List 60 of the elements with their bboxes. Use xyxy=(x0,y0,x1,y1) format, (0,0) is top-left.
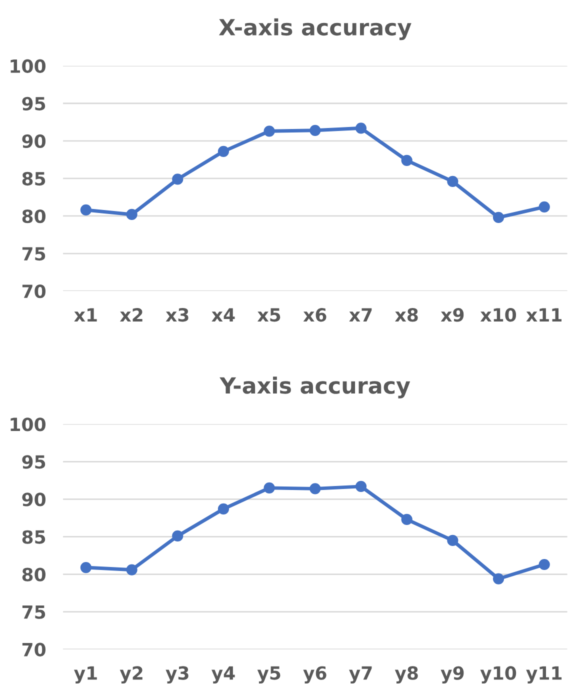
point xyxy=(218,503,230,515)
x-tick-label: y10 xyxy=(480,666,516,684)
y-tick-label: 75 xyxy=(22,606,46,619)
x-tick-label: y8 xyxy=(394,666,418,684)
point xyxy=(355,122,367,134)
x-tick-label: x7 xyxy=(349,308,372,322)
point xyxy=(447,534,458,546)
x-tick-label: y4 xyxy=(212,666,235,684)
x-tick-label: x11 xyxy=(526,308,562,322)
chart-title: Y-axis accuracy xyxy=(220,376,410,398)
point xyxy=(172,530,184,542)
point xyxy=(538,558,550,570)
y-tick-label: 75 xyxy=(22,247,46,261)
point xyxy=(264,482,275,494)
x-tick-label: y7 xyxy=(349,666,372,684)
point xyxy=(447,176,458,188)
y-tick-label: 95 xyxy=(22,96,46,110)
point xyxy=(310,124,321,136)
x-tick-label: y6 xyxy=(303,666,326,684)
y-tick-label: 70 xyxy=(22,284,46,298)
y-tick-label: 85 xyxy=(22,172,46,186)
x-tick-label: x1 xyxy=(74,308,97,322)
x-tick-label: y5 xyxy=(257,666,280,684)
x-tick-label: x9 xyxy=(440,308,464,322)
y-tick-label: 80 xyxy=(22,209,46,224)
x-tick-label: y9 xyxy=(440,666,464,684)
x-tick-label: x2 xyxy=(120,308,142,322)
y-tick-label: 95 xyxy=(22,455,46,469)
y-tick-label: 100 xyxy=(10,59,46,73)
x-tick-label: x10 xyxy=(480,308,516,322)
x-tick-label: x8 xyxy=(395,308,418,322)
point xyxy=(492,573,504,584)
y-tick-label: 90 xyxy=(22,492,46,506)
point xyxy=(310,483,321,494)
x-tick-label: x5 xyxy=(257,308,280,322)
x-tick-label: y3 xyxy=(166,666,188,684)
point xyxy=(80,562,92,574)
y-tick-label: 90 xyxy=(22,134,46,148)
point xyxy=(264,126,275,137)
point xyxy=(126,564,138,576)
x-tick-label: x3 xyxy=(166,308,188,322)
x-tick-label: x4 xyxy=(212,308,235,322)
y-tick-label: 80 xyxy=(22,568,46,582)
point xyxy=(126,208,138,220)
point xyxy=(80,204,92,216)
y-tick-label: 85 xyxy=(22,530,46,544)
point xyxy=(172,174,184,185)
point xyxy=(538,201,550,213)
x-tick-label: x6 xyxy=(303,308,326,322)
point xyxy=(355,480,367,492)
x-tick-label: y1 xyxy=(74,666,97,684)
point xyxy=(401,154,412,166)
point xyxy=(218,146,230,157)
x-tick-label: y11 xyxy=(526,666,562,684)
point xyxy=(401,514,412,526)
y-tick-label: 70 xyxy=(22,642,46,656)
point xyxy=(492,212,504,224)
y-tick-label: 100 xyxy=(10,418,46,432)
x-tick-label: y2 xyxy=(120,666,142,684)
chart-title: X-axis accuracy xyxy=(218,18,412,40)
